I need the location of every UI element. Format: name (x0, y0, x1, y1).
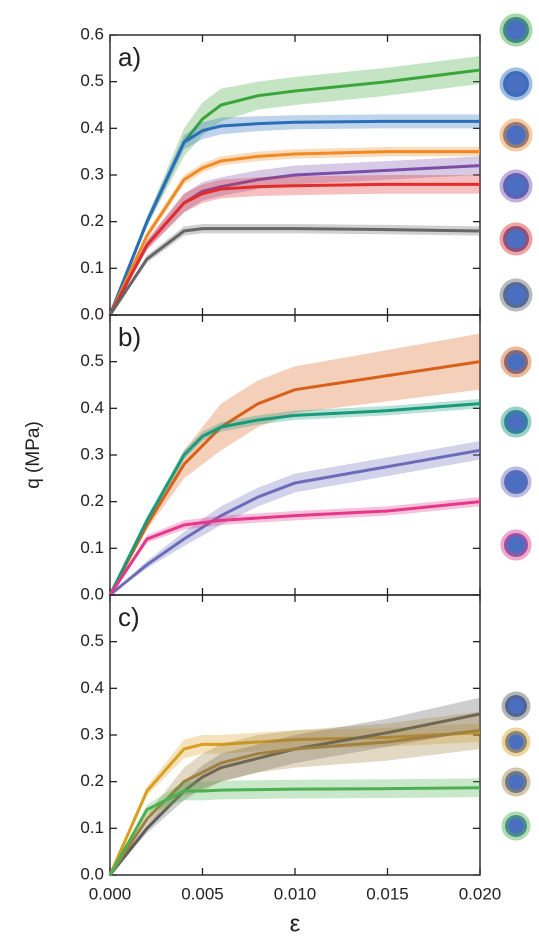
icon (500, 406, 532, 438)
error-band (110, 497, 480, 595)
icon (499, 278, 533, 312)
panel-label: b) (118, 322, 141, 352)
x-tick-label: 0.000 (89, 884, 132, 903)
series-line (109, 448, 481, 597)
error-band (110, 114, 480, 315)
panel-label: c) (118, 602, 140, 632)
panel-label: a) (118, 42, 141, 72)
series-line (108, 500, 481, 596)
x-tick-label: 0.020 (459, 884, 502, 903)
y-tick-label: 0.5 (80, 351, 104, 370)
icon (500, 346, 532, 378)
y-tick-label: 0.2 (80, 771, 104, 790)
error-band (110, 711, 480, 875)
x-tick-label: 0.010 (274, 884, 317, 903)
series-line (108, 150, 480, 316)
y-tick-label: 0.3 (80, 724, 104, 743)
icon (499, 222, 533, 256)
series-line (108, 402, 481, 596)
y-tick-label: 0.3 (80, 164, 104, 183)
icon (501, 691, 531, 721)
y-tick-label: 0.1 (80, 818, 104, 837)
y-tick-label: 0.6 (80, 24, 104, 43)
y-tick-label: 0.2 (80, 211, 104, 230)
icon (499, 13, 533, 47)
y-tick-label: 0.5 (80, 631, 104, 650)
icon (500, 466, 532, 498)
series-line (108, 227, 481, 316)
error-band (110, 175, 480, 315)
y-tick-label: 0.2 (80, 491, 104, 510)
y-tick-label: 0.4 (80, 678, 104, 697)
x-tick-label: 0.015 (366, 884, 409, 903)
series-line (108, 119, 480, 316)
error-band (110, 156, 480, 315)
y-tick-label: 0.3 (80, 444, 104, 463)
error-band (110, 723, 480, 875)
series-line (108, 728, 481, 876)
y-tick-label: 0.0 (80, 584, 104, 603)
x-axis-label: ε (290, 910, 301, 937)
icon (499, 169, 533, 203)
y-axis-label: q (MPa) (23, 421, 44, 489)
y-tick-label: 0.1 (80, 258, 104, 277)
error-band (110, 333, 480, 595)
x-tick-label: 0.005 (181, 884, 224, 903)
icon (499, 67, 533, 101)
y-tick-label: 0.4 (80, 398, 104, 417)
y-tick-label: 0.0 (80, 304, 104, 323)
error-band (110, 224, 480, 315)
icon (501, 767, 531, 797)
series-line (108, 712, 481, 876)
series-line (108, 182, 480, 316)
icon (501, 811, 531, 841)
y-tick-label: 0.5 (80, 71, 104, 90)
y-tick-label: 0.0 (80, 864, 104, 883)
particle-icons (499, 13, 533, 841)
y-tick-label: 0.1 (80, 538, 104, 557)
series-line (108, 786, 481, 876)
y-tick-label: 0.4 (80, 118, 104, 137)
icon (500, 529, 532, 561)
icon (501, 727, 531, 757)
icon (499, 118, 533, 152)
